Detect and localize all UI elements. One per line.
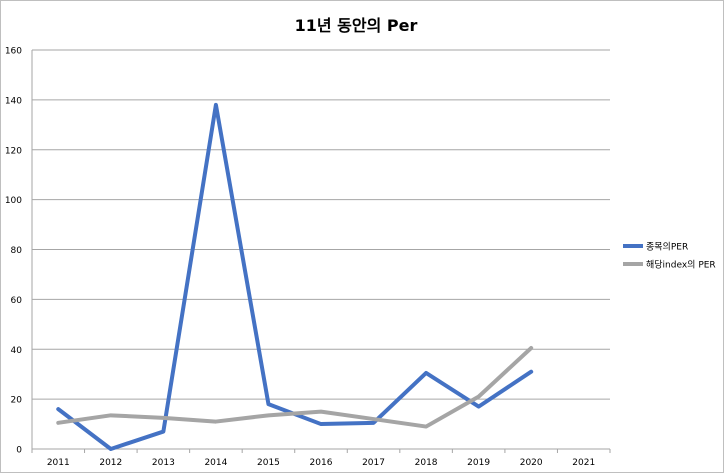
axes: 0 20 40 60 80 100 120 140 160 2011 2012 2013 2014 201… (5, 47, 610, 469)
y-tick-label: 40 (11, 346, 23, 356)
x-tick-label: 2020 (520, 458, 543, 468)
y-tick-label: 160 (5, 47, 22, 57)
chart-title: 11년 동안의 Per (295, 16, 418, 35)
x-tick-label: 2019 (467, 458, 490, 468)
y-tick-label: 100 (5, 196, 22, 206)
y-tick-label: 20 (11, 396, 23, 406)
x-tick-label: 2011 (47, 458, 70, 468)
y-tick-label: 0 (16, 446, 22, 456)
x-tick-label: 2021 (572, 458, 595, 468)
y-tick-label: 120 (5, 146, 22, 156)
legend: 종목의PER 해당index의 PER (623, 242, 716, 271)
x-tick-label: 2012 (99, 458, 122, 468)
x-tick-label: 2016 (310, 458, 333, 468)
gridlines (32, 50, 610, 449)
legend-label: 해당index의 PER (646, 260, 716, 271)
series-line-2 (58, 348, 531, 427)
y-tick-label: 140 (5, 96, 22, 106)
x-tick-label: 2015 (257, 458, 280, 468)
x-tick-label: 2017 (362, 458, 385, 468)
y-tick-label: 60 (11, 296, 23, 306)
x-tick-label: 2018 (415, 458, 438, 468)
x-tick-label: 2013 (152, 458, 175, 468)
series-line-1 (58, 105, 531, 449)
legend-label: 종목의PER (646, 242, 688, 253)
y-tick-label: 80 (11, 246, 23, 256)
series-lines (58, 105, 531, 449)
x-tick-label: 2014 (204, 458, 227, 468)
